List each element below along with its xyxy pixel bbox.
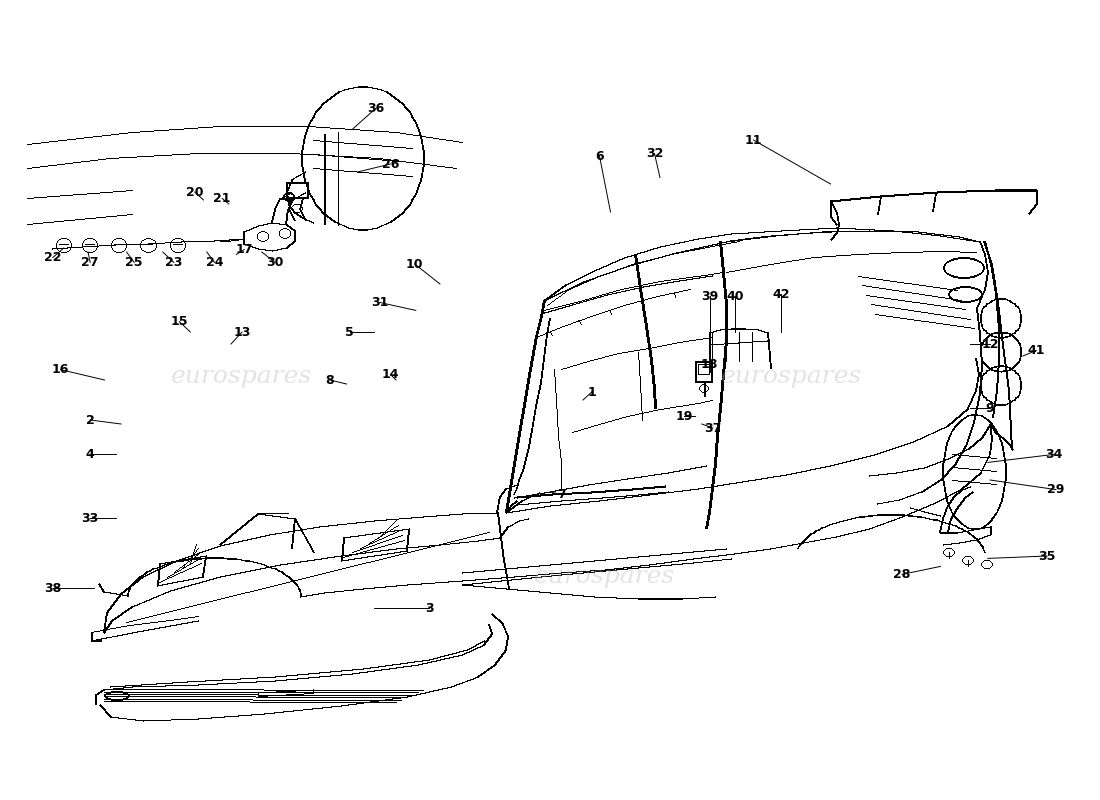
Text: 17: 17 <box>235 243 253 256</box>
Text: eurospares: eurospares <box>722 365 862 387</box>
Text: 4: 4 <box>86 448 95 461</box>
Text: 42: 42 <box>772 288 790 301</box>
Text: 21: 21 <box>213 192 231 205</box>
Text: 19: 19 <box>675 410 693 422</box>
Text: 3: 3 <box>425 602 433 614</box>
Text: 37: 37 <box>704 422 722 434</box>
Text: eurospares: eurospares <box>172 365 312 387</box>
Text: 38: 38 <box>44 582 62 594</box>
Text: 22: 22 <box>44 251 62 264</box>
Text: 5: 5 <box>345 326 354 338</box>
Text: 27: 27 <box>81 256 99 269</box>
Text: 18: 18 <box>701 358 718 370</box>
Text: 35: 35 <box>1038 550 1056 562</box>
Text: 29: 29 <box>1047 483 1065 496</box>
Text: 11: 11 <box>745 134 762 146</box>
Text: 23: 23 <box>165 256 183 269</box>
Text: 14: 14 <box>382 368 399 381</box>
Text: 30: 30 <box>266 256 284 269</box>
Text: 34: 34 <box>1045 448 1063 461</box>
Text: 41: 41 <box>1027 344 1045 357</box>
Text: 26: 26 <box>382 158 399 170</box>
Text: 8: 8 <box>326 374 334 386</box>
Text: 6: 6 <box>595 150 604 162</box>
Text: 13: 13 <box>233 326 251 338</box>
Text: 32: 32 <box>646 147 663 160</box>
Text: 9: 9 <box>986 402 994 414</box>
Text: 20: 20 <box>186 186 204 198</box>
Text: 24: 24 <box>206 256 223 269</box>
Text: 15: 15 <box>170 315 188 328</box>
Text: 28: 28 <box>893 568 911 581</box>
Text: 16: 16 <box>52 363 69 376</box>
Text: 39: 39 <box>701 290 718 302</box>
Text: 36: 36 <box>367 102 385 114</box>
Text: eurospares: eurospares <box>535 565 675 587</box>
Text: 31: 31 <box>371 296 388 309</box>
Text: 2: 2 <box>86 414 95 426</box>
Text: 10: 10 <box>406 258 424 270</box>
Text: 40: 40 <box>726 290 744 302</box>
Text: 1: 1 <box>587 386 596 398</box>
Text: 25: 25 <box>125 256 143 269</box>
Text: 7: 7 <box>557 488 565 501</box>
Text: 33: 33 <box>81 512 99 525</box>
Text: 12: 12 <box>981 338 999 350</box>
